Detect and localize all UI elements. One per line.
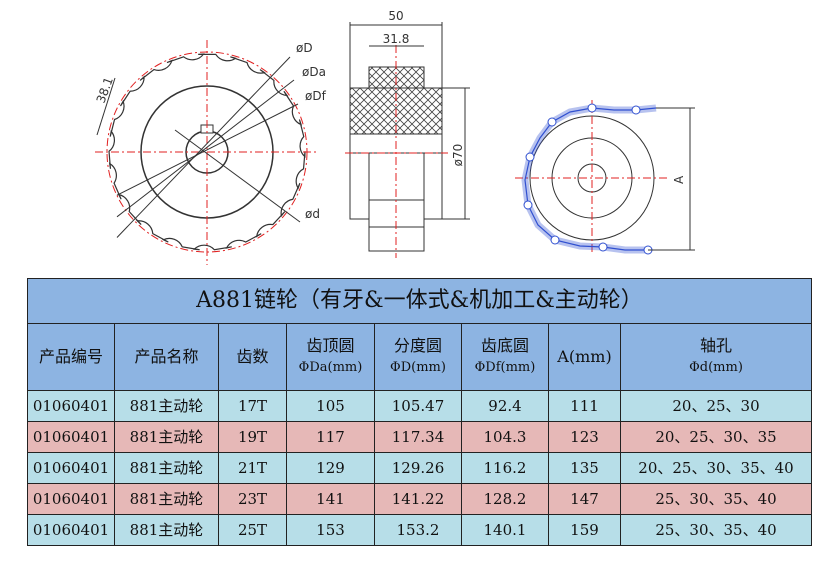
table-cell: 01060401 xyxy=(27,390,115,422)
table-row: 01060401 881主动轮 19T 117 117.34 104.3 123 20、25、… xyxy=(27,421,812,453)
table-cell: 135 xyxy=(548,452,621,484)
table-cell: 140.1 xyxy=(461,514,549,546)
header-label: 轴孔 xyxy=(699,336,732,355)
chain-roller xyxy=(598,242,608,252)
table-cell: 01060401 xyxy=(27,421,115,453)
header-unit: ΦD(mm) xyxy=(390,360,446,375)
table-cell: 159 xyxy=(548,514,621,546)
table-cell: 01060401 xyxy=(27,452,115,484)
table-cell: 116.2 xyxy=(461,452,549,484)
table-cell: 25、30、35、40 xyxy=(620,514,812,546)
table-cell: 117 xyxy=(286,421,375,453)
column-header: 产品名称 xyxy=(114,323,219,391)
table-cell: 105 xyxy=(286,390,375,422)
table-cell: 20、25、30、35、40 xyxy=(620,452,812,484)
table-cell: 123 xyxy=(548,421,621,453)
column-header: 轴孔 Φd(mm) xyxy=(620,323,812,391)
table-cell: 01060401 xyxy=(27,483,115,515)
column-header: A(mm) xyxy=(548,323,621,391)
dim-diameter: ø70 xyxy=(451,144,465,167)
table-cell: 141 xyxy=(286,483,375,515)
table-cell: 153 xyxy=(286,514,375,546)
chain-roller xyxy=(547,117,557,127)
sprocket-spec-table: A881链轮（有牙&一体式&机加工&主动轮） 产品编号 产品名称 齿数 齿顶圆 ΦDa(… xyxy=(27,278,812,546)
table-row: 01060401 881主动轮 17T 105 105.47 92.4 111 20、25、3… xyxy=(27,390,812,422)
chain-roller xyxy=(525,152,535,162)
chain-roller xyxy=(587,103,597,113)
table-cell: 01060401 xyxy=(27,514,115,546)
column-header: 分度圆 ΦD(mm) xyxy=(374,323,462,391)
table-cell: 117.34 xyxy=(374,421,462,453)
header-label: 齿底圆 xyxy=(480,336,529,355)
header-label: 分度圆 xyxy=(393,336,442,355)
table-cell: 153.2 xyxy=(374,514,462,546)
table-cell: 141.22 xyxy=(374,483,462,515)
table-row: 01060401 881主动轮 23T 141 141.22 128.2 147 25、30、… xyxy=(27,483,812,515)
label-Da: øDa xyxy=(302,65,326,79)
table-cell: 25T xyxy=(218,514,287,546)
table-cell: 881主动轮 xyxy=(114,452,219,484)
table-cell: 881主动轮 xyxy=(114,421,219,453)
label-d: ød xyxy=(305,207,320,221)
header-label: 齿数 xyxy=(236,347,269,366)
table-cell: 881主动轮 xyxy=(114,390,219,422)
column-header: 齿底圆 ΦDf(mm) xyxy=(461,323,549,391)
header-unit: ΦDa(mm) xyxy=(298,360,363,375)
table-cell: 111 xyxy=(548,390,621,422)
table-cell: 20、25、30、35 xyxy=(620,421,812,453)
label-D: øD xyxy=(296,41,313,55)
table-row: 01060401 881主动轮 21T 129 129.26 116.2 135 20、25、… xyxy=(27,452,812,484)
chain-roller xyxy=(550,235,560,245)
column-header: 齿数 xyxy=(218,323,287,391)
table-cell: 129.26 xyxy=(374,452,462,484)
table-cell: 881主动轮 xyxy=(114,514,219,546)
table-cell: 881主动轮 xyxy=(114,483,219,515)
header-label: A(mm) xyxy=(557,347,612,366)
table-cell: 19T xyxy=(218,421,287,453)
table-cell: 147 xyxy=(548,483,621,515)
chain-roller xyxy=(631,105,641,115)
header-unit: ΦDf(mm) xyxy=(474,360,536,375)
chain xyxy=(521,104,657,254)
table-cell: 104.3 xyxy=(461,421,549,453)
chain-drive-view xyxy=(515,100,695,255)
table-cell: 17T xyxy=(218,390,287,422)
table-cell: 129 xyxy=(286,452,375,484)
sprocket-side-view: 50 31.8 ø70 xyxy=(345,9,470,258)
table-cell: 20、25、30 xyxy=(620,390,812,422)
sprocket-drawing: 50 31.8 ø70 øD øDa øDf ød 38.1 A xyxy=(94,9,695,265)
sprocket-front-view xyxy=(95,40,318,265)
label-pitch: 38.1 xyxy=(94,75,116,105)
table-row: 01060401 881主动轮 25T 153 153.2 140.1 159 25、30、3… xyxy=(27,514,812,546)
column-header: 产品编号 xyxy=(27,323,115,391)
header-label: 产品编号 xyxy=(38,347,103,366)
table-cell: 23T xyxy=(218,483,287,515)
label-Df: øDf xyxy=(305,89,327,103)
chain-roller xyxy=(523,200,533,210)
table-cell: 128.2 xyxy=(461,483,549,515)
dim-width-total: 50 xyxy=(388,9,403,23)
table-title: A881链轮（有牙&一体式&机加工&主动轮） xyxy=(27,278,812,324)
table-cell: 92.4 xyxy=(461,390,549,422)
header-label: 齿顶圆 xyxy=(306,336,355,355)
dim-width-hub: 31.8 xyxy=(383,32,410,46)
label-A: A xyxy=(672,175,686,184)
header-label: 产品名称 xyxy=(134,347,199,366)
table-cell: 105.47 xyxy=(374,390,462,422)
table-cell: 25、30、35、40 xyxy=(620,483,812,515)
header-unit: Φd(mm) xyxy=(689,360,743,375)
table-cell: 21T xyxy=(218,452,287,484)
column-header: 齿顶圆 ΦDa(mm) xyxy=(286,323,375,391)
